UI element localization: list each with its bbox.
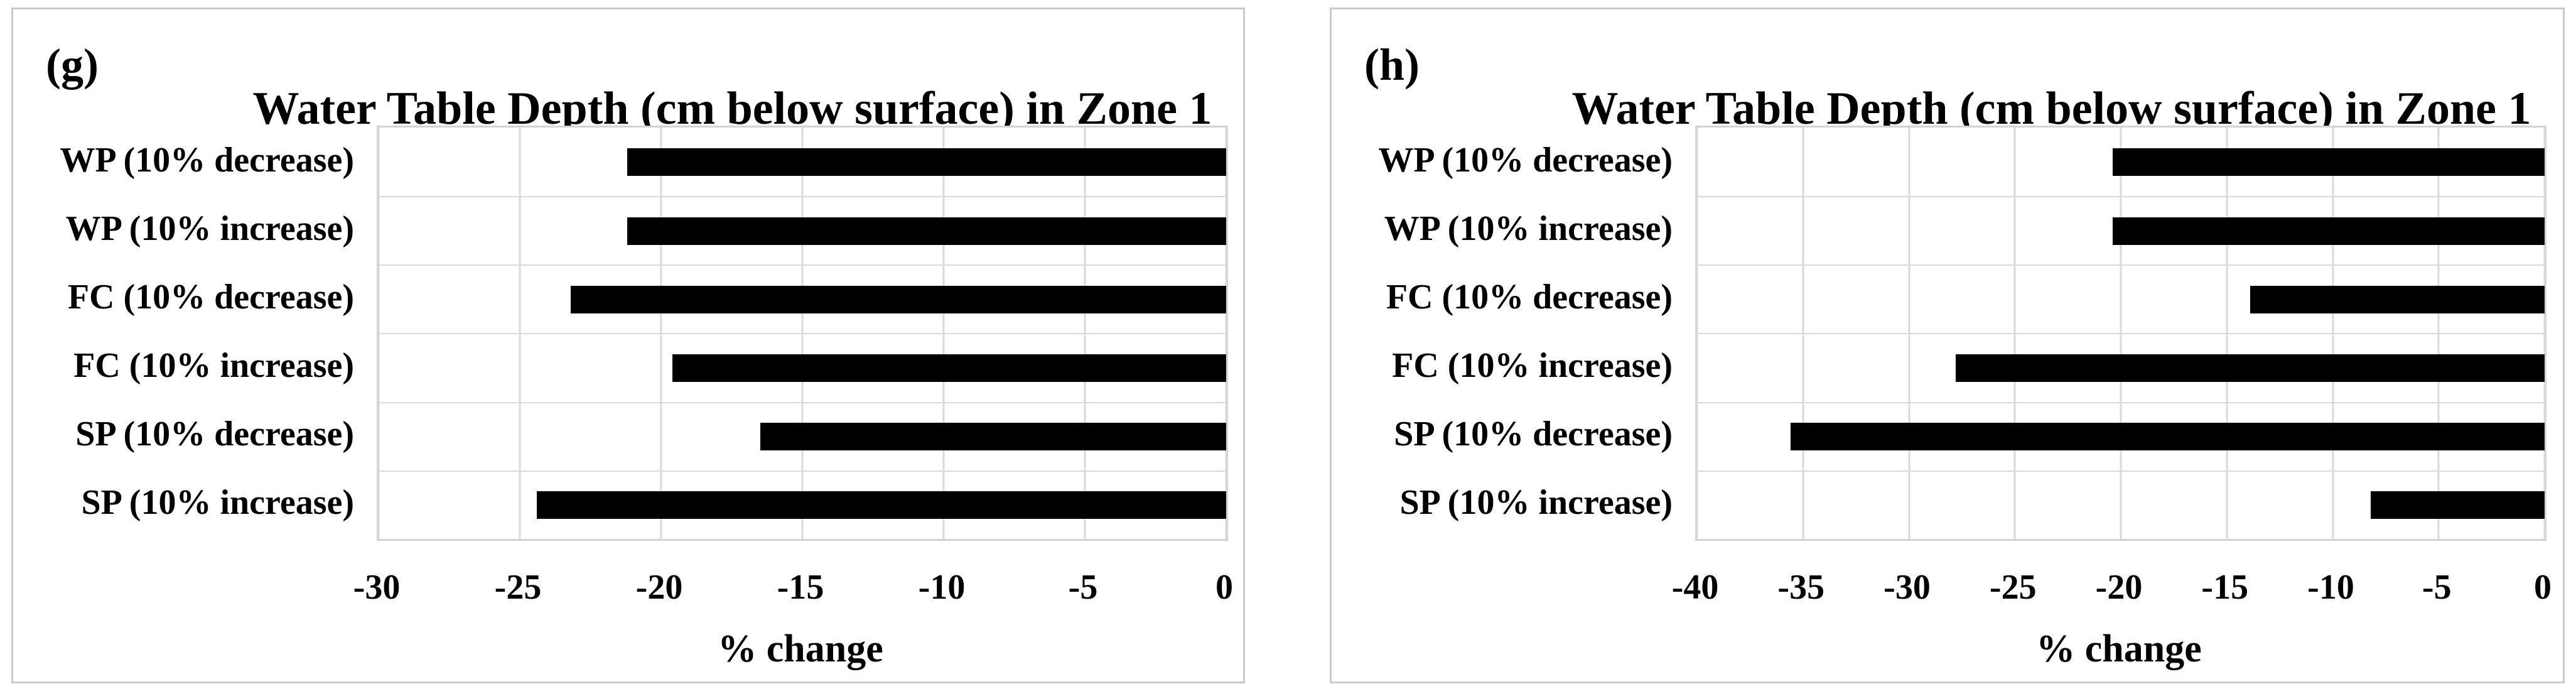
gridline — [1225, 128, 1227, 539]
category-label: WP (10% decrease) — [1378, 140, 1673, 180]
category-label: FC (10% decrease) — [1386, 277, 1673, 317]
x-axis-title: % change — [718, 628, 883, 670]
bar — [627, 148, 1226, 176]
category-axis: WP (10% decrease) WP (10% increase) FC (10… — [1338, 126, 1680, 537]
bar — [627, 217, 1226, 245]
x-tick-label: -25 — [494, 568, 542, 607]
bar — [1955, 354, 2545, 383]
bar-row — [1697, 196, 2545, 264]
category-label: WP (10% decrease) — [60, 140, 354, 180]
bar-row — [379, 264, 1226, 333]
x-tick-label: -40 — [1671, 568, 1719, 607]
category-label: WP (10% increase) — [1384, 209, 1673, 248]
category-axis: WP (10% decrease) WP (10% increase) FC (10… — [19, 126, 362, 537]
bar — [2112, 148, 2545, 176]
x-tick-label: -20 — [635, 568, 683, 607]
x-tick-label: 0 — [1215, 568, 1233, 607]
panel-g: (g) Water Table Depth (cm below surface)… — [11, 8, 1245, 683]
category-label: SP (10% decrease) — [75, 415, 354, 454]
bar — [1790, 423, 2545, 451]
category-label: FC (10% increase) — [1392, 346, 1673, 386]
bar-row — [1697, 333, 2545, 401]
plot-area — [1695, 126, 2546, 541]
x-axis-ticks: -30 -25 -20 -15 -10 -5 0 — [353, 565, 1233, 609]
bar — [2112, 217, 2545, 245]
bar — [2371, 491, 2545, 519]
bar-row — [1697, 264, 2545, 333]
x-tick-label: -25 — [1989, 568, 2037, 607]
bar-row — [379, 470, 1226, 539]
panel-label-g: (g) — [46, 40, 99, 90]
x-axis-title: % change — [2036, 628, 2202, 670]
bar — [571, 285, 1226, 313]
bar — [672, 354, 1226, 383]
x-tick-label: -30 — [353, 568, 401, 607]
bar — [2250, 285, 2545, 313]
x-tick-label: -35 — [1777, 568, 1825, 607]
panel-h: (h) Water Table Depth (cm below surface)… — [1330, 8, 2565, 683]
x-tick-label: 0 — [2534, 568, 2552, 607]
category-label: WP (10% increase) — [65, 209, 354, 248]
x-tick-label: -15 — [777, 568, 824, 607]
bar — [537, 491, 1226, 519]
x-tick-label: -10 — [2307, 568, 2354, 607]
x-tick-label: -5 — [2422, 568, 2452, 607]
x-tick-label: -20 — [2095, 568, 2143, 607]
panel-label-h: (h) — [1364, 40, 1420, 90]
category-label: FC (10% decrease) — [67, 277, 354, 317]
bar-row — [379, 333, 1226, 401]
bar-row — [1697, 470, 2545, 539]
x-tick-label: -15 — [2201, 568, 2249, 607]
category-label: FC (10% increase) — [73, 346, 354, 386]
bar-row — [379, 401, 1226, 470]
bar-row — [379, 196, 1226, 264]
bar-row — [1697, 401, 2545, 470]
bar — [760, 423, 1226, 451]
x-tick-label: -30 — [1883, 568, 1931, 607]
bar-row — [379, 128, 1226, 196]
category-label: SP (10% increase) — [81, 483, 354, 523]
category-label: SP (10% decrease) — [1394, 415, 1673, 454]
x-tick-label: -10 — [918, 568, 966, 607]
bar-row — [1697, 128, 2545, 196]
x-axis-ticks: -40 -35 -30 -25 -20 -15 -10 -5 0 — [1672, 565, 2552, 609]
gridline — [2543, 128, 2546, 539]
plot-area — [377, 126, 1228, 541]
x-tick-label: -5 — [1068, 568, 1098, 607]
category-label: SP (10% increase) — [1399, 483, 1673, 523]
